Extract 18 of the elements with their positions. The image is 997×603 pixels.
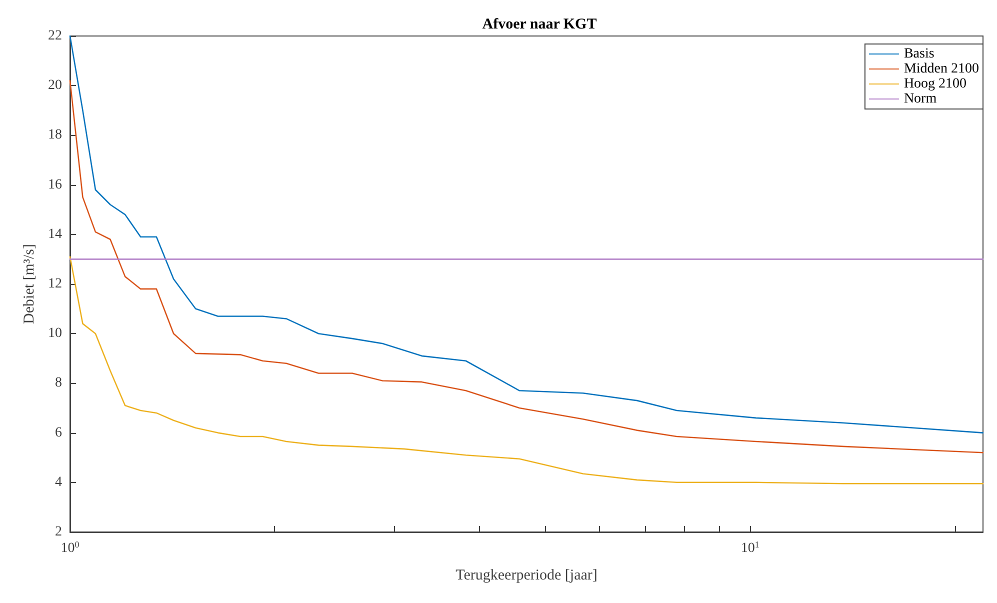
legend-label: Norm bbox=[904, 92, 937, 106]
chart-title: Afvoer naar KGT bbox=[482, 16, 597, 32]
y-axis-title: Debiet [m³/s] bbox=[22, 244, 38, 324]
y-tick-label: 16 bbox=[48, 177, 62, 192]
y-tick-label: 22 bbox=[48, 28, 62, 44]
y-tick-label: 12 bbox=[48, 276, 62, 292]
y-tick-label: 2 bbox=[55, 524, 62, 540]
y-tick-label: 4 bbox=[55, 474, 62, 490]
y-tick-label: 20 bbox=[48, 78, 62, 94]
y-tick-label: 10 bbox=[48, 326, 62, 342]
x-axis-title: Terugkeerperiode [jaar] bbox=[456, 568, 598, 584]
y-tick-label: 18 bbox=[48, 128, 62, 143]
legend-label: Midden 2100 bbox=[904, 62, 980, 76]
y-tick-label: 8 bbox=[55, 376, 62, 391]
y-tick-label: 14 bbox=[48, 226, 62, 242]
legend-label: Hoog 2100 bbox=[904, 76, 967, 92]
legend-label: Basis bbox=[904, 46, 934, 62]
y-tick-label: 6 bbox=[55, 425, 62, 440]
